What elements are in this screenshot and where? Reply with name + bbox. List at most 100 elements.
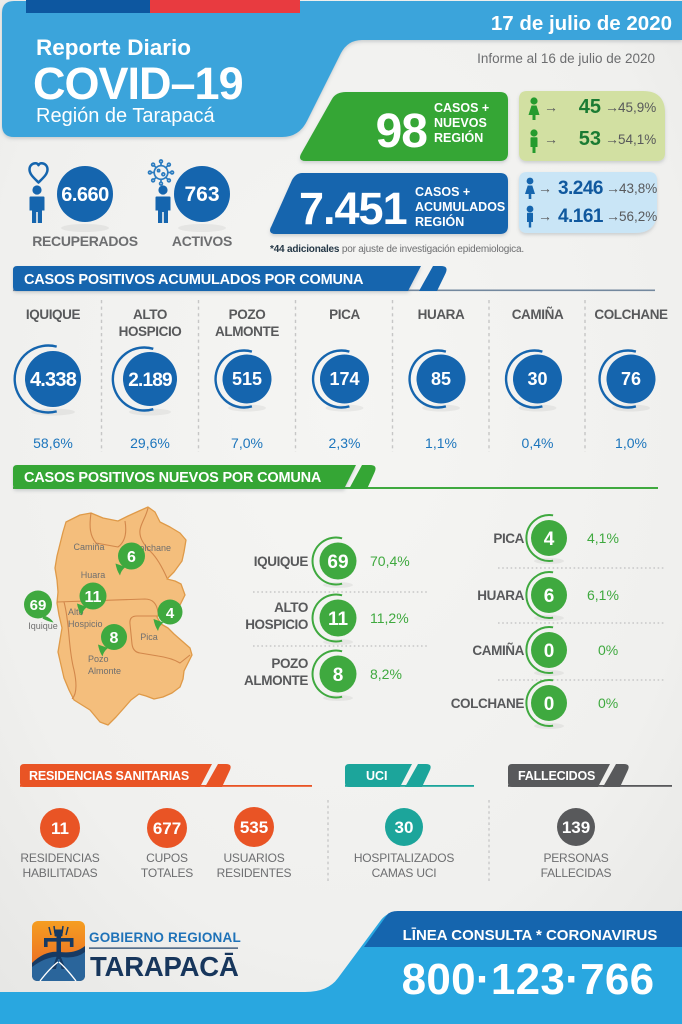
svg-text:58,6%: 58,6% — [33, 435, 73, 451]
svg-text:8,2%: 8,2% — [370, 666, 402, 682]
svg-text:0%: 0% — [598, 695, 618, 711]
svg-text:CASOS POSITIVOS ACUMULADOS POR: CASOS POSITIVOS ACUMULADOS POR COMUNA — [24, 272, 364, 288]
svg-text:6,1%: 6,1% — [587, 587, 619, 603]
svg-text:Región de Tarapacá: Región de Tarapacá — [36, 105, 216, 127]
svg-text:CASOS POSITIVOS NUEVOS POR COM: CASOS POSITIVOS NUEVOS POR COMUNA — [24, 470, 322, 486]
svg-text:ALTO: ALTO — [274, 600, 308, 615]
svg-text:Almonte: Almonte — [88, 666, 121, 676]
svg-text:→: → — [538, 180, 552, 196]
svg-text:Pica: Pica — [140, 632, 158, 642]
svg-text:CAMIÑA: CAMIÑA — [472, 643, 524, 658]
svg-text:Informe al 16 de julio de 2020: Informe al 16 de julio de 2020 — [477, 51, 655, 66]
svg-text:4: 4 — [544, 529, 555, 550]
svg-text:45,9%: 45,9% — [618, 100, 656, 115]
svg-text:POZO: POZO — [271, 656, 308, 671]
svg-text:PICA: PICA — [493, 531, 524, 546]
svg-text:RECUPERADOS: RECUPERADOS — [32, 233, 138, 249]
svg-text:6: 6 — [544, 586, 555, 607]
svg-text:4.161: 4.161 — [558, 206, 604, 227]
svg-text:ALTO: ALTO — [133, 307, 167, 322]
svg-text:CASOS +: CASOS + — [415, 185, 470, 199]
svg-text:76: 76 — [621, 369, 641, 389]
svg-text:6.660: 6.660 — [61, 184, 109, 206]
svg-text:11: 11 — [85, 589, 102, 606]
svg-text:69: 69 — [327, 552, 348, 573]
svg-text:HUARA: HUARA — [477, 588, 524, 603]
svg-text:REGIÓN: REGIÓN — [434, 130, 483, 145]
svg-text:→: → — [606, 208, 620, 224]
svg-text:HOSPICIO: HOSPICIO — [119, 324, 182, 339]
svg-text:FALLECIDAS: FALLECIDAS — [541, 866, 612, 880]
svg-text:30: 30 — [527, 369, 547, 389]
svg-text:800·123·766: 800·123·766 — [402, 955, 655, 1004]
svg-text:677: 677 — [153, 819, 181, 838]
svg-text:535: 535 — [240, 818, 268, 837]
svg-text:45: 45 — [579, 96, 601, 118]
svg-text:→: → — [606, 180, 620, 196]
svg-text:CAMIÑA: CAMIÑA — [512, 307, 564, 322]
svg-text:4.338: 4.338 — [30, 369, 77, 391]
svg-text:2,3%: 2,3% — [329, 435, 361, 451]
svg-text:IQUIQUE: IQUIQUE — [26, 307, 81, 322]
svg-text:Colchane: Colchane — [133, 543, 171, 553]
svg-text:CUPOS: CUPOS — [146, 851, 188, 865]
svg-text:Camiña: Camiña — [73, 542, 104, 552]
svg-text:COLCHANE: COLCHANE — [594, 307, 668, 322]
svg-text:0: 0 — [544, 641, 555, 662]
svg-text:CAMAS UCI: CAMAS UCI — [372, 866, 437, 880]
svg-text:→: → — [605, 131, 619, 147]
svg-text:IQUIQUE: IQUIQUE — [254, 554, 309, 569]
svg-text:11: 11 — [328, 609, 349, 630]
svg-text:→: → — [538, 208, 552, 224]
svg-text:6: 6 — [127, 549, 136, 566]
svg-text:→: → — [605, 99, 619, 115]
svg-text:TARAPACĀ: TARAPACĀ — [90, 951, 239, 982]
svg-text:0,4%: 0,4% — [522, 435, 554, 451]
svg-text:56,2%: 56,2% — [619, 209, 657, 224]
svg-text:29,6%: 29,6% — [130, 435, 170, 451]
svg-text:17 de julio de 2020: 17 de julio de 2020 — [491, 12, 672, 35]
svg-text:PICA: PICA — [329, 307, 360, 322]
svg-text:Reporte Diario: Reporte Diario — [36, 35, 191, 60]
svg-text:8: 8 — [110, 630, 119, 647]
svg-text:CASOS +: CASOS + — [434, 101, 489, 115]
svg-text:174: 174 — [329, 369, 359, 389]
svg-text:LĪNEA CONSULTA * CORONAVIRUS: LĪNEA CONSULTA * CORONAVIRUS — [403, 927, 658, 944]
svg-text:98: 98 — [376, 105, 428, 158]
svg-text:RESIDENTES: RESIDENTES — [217, 866, 292, 880]
svg-text:UCI: UCI — [366, 769, 388, 783]
svg-text:HOSPITALIZADOS: HOSPITALIZADOS — [354, 851, 455, 865]
svg-text:USUARIOS: USUARIOS — [223, 851, 284, 865]
svg-text:0: 0 — [544, 694, 555, 715]
svg-text:4,1%: 4,1% — [587, 530, 619, 546]
svg-text:1,0%: 1,0% — [615, 435, 647, 451]
svg-text:7.451: 7.451 — [299, 183, 407, 234]
svg-text:3.246: 3.246 — [558, 178, 603, 199]
svg-text:53: 53 — [579, 128, 601, 150]
svg-text:Pozo: Pozo — [88, 654, 109, 664]
svg-text:515: 515 — [232, 369, 262, 389]
svg-text:PERSONAS: PERSONAS — [543, 851, 608, 865]
svg-text:85: 85 — [431, 369, 451, 389]
svg-text:HUARA: HUARA — [418, 307, 465, 322]
svg-text:7,0%: 7,0% — [231, 435, 263, 451]
svg-text:NUEVOS: NUEVOS — [434, 116, 487, 130]
svg-text:ACUMULADOS: ACUMULADOS — [415, 200, 505, 214]
svg-text:HABILITADAS: HABILITADAS — [23, 866, 98, 880]
svg-text:HOSPICIO: HOSPICIO — [245, 617, 308, 632]
svg-text:11,2%: 11,2% — [370, 610, 409, 626]
svg-text:8: 8 — [333, 665, 344, 686]
svg-text:139: 139 — [562, 818, 590, 837]
svg-text:43,8%: 43,8% — [619, 181, 657, 196]
svg-text:REGIÓN: REGIÓN — [415, 214, 464, 229]
svg-text:→: → — [544, 99, 558, 115]
svg-text:ALMONTE: ALMONTE — [215, 324, 279, 339]
svg-text:763: 763 — [184, 183, 219, 206]
svg-text:Huara: Huara — [81, 570, 106, 580]
svg-text:TOTALES: TOTALES — [141, 866, 193, 880]
svg-text:GOBIERNO REGIONAL: GOBIERNO REGIONAL — [89, 930, 241, 945]
svg-text:2.189: 2.189 — [128, 370, 172, 391]
svg-text:4: 4 — [166, 605, 175, 622]
svg-text:0%: 0% — [598, 642, 618, 658]
svg-text:RESIDENCIAS: RESIDENCIAS — [20, 851, 99, 865]
